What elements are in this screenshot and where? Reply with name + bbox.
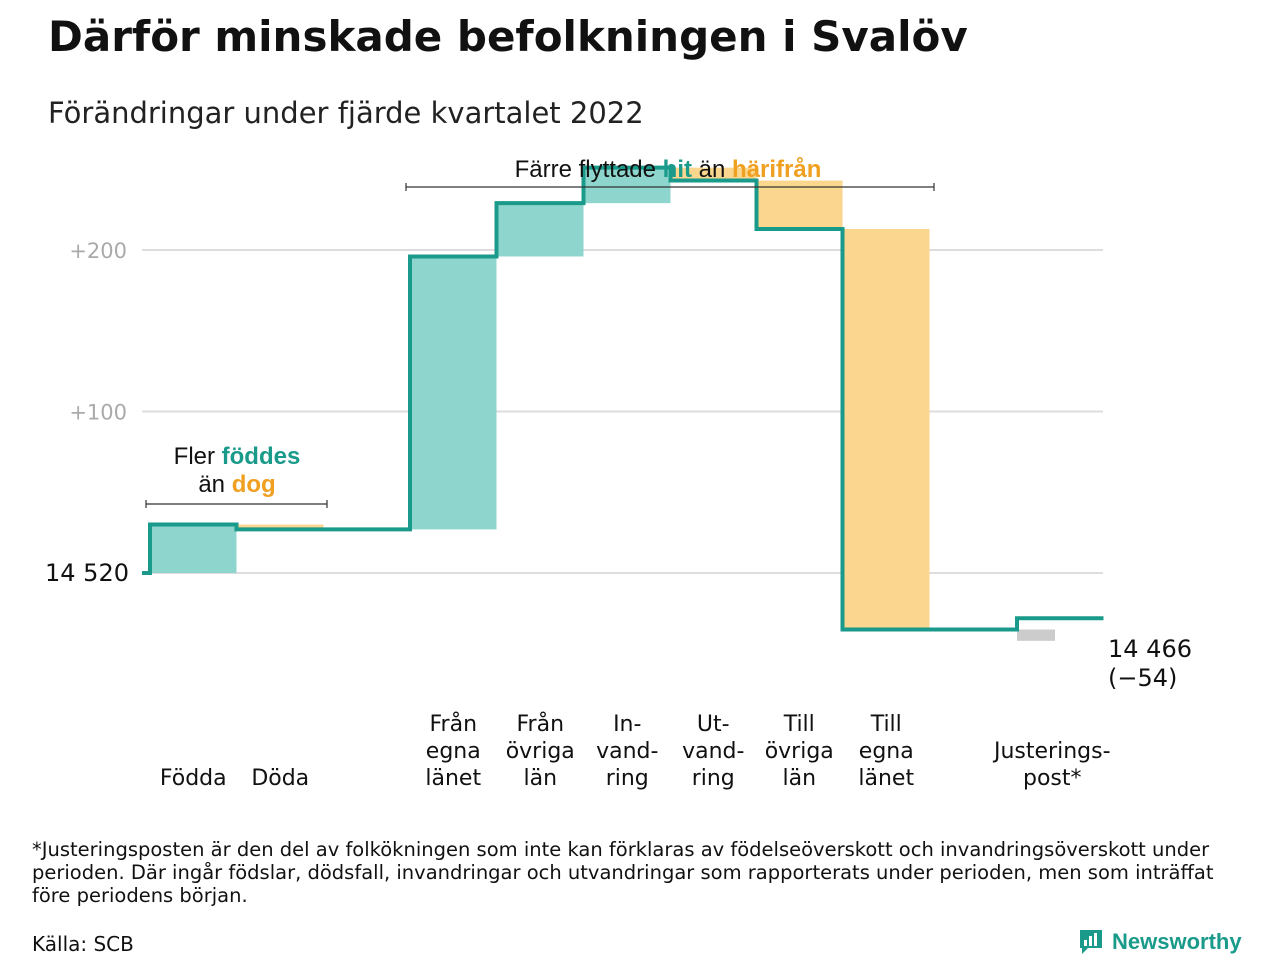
x-category-label: Från [516,711,564,737]
bar-adjustment [1017,629,1055,641]
newsworthy-icon [1080,930,1102,954]
bar-increase [584,167,671,204]
x-category-label: vand- [682,739,744,764]
y-tick-label: +200 [69,239,127,263]
y-tick-label: +100 [69,401,127,425]
x-category-label: Till [783,712,815,737]
x-category-label: övriga [506,739,575,764]
x-category-label: Födda [160,766,227,791]
footnote: *Justeringsposten är den del av folkökni… [32,838,1214,907]
x-category-label: Ut- [697,712,730,737]
x-category-label: vand- [596,739,658,764]
cumulative-step-line [142,165,1104,632]
x-category-label: egna [859,739,914,764]
x-category-label: post* [1023,766,1082,791]
bar-increase [497,203,584,257]
moves-annotation: Färre flyttade hit än härifrån [515,156,822,183]
chart-subtitle: Förändringar under fjärde kvartalet 2022 [48,96,644,130]
source-label: Källa: SCB [32,932,134,956]
x-category-label: Justerings- [992,739,1111,764]
brand-logo[interactable]: Newsworthy [1078,928,1242,956]
bar-increase [410,256,497,530]
bar-decrease [670,167,757,181]
brand-name: Newsworthy [1112,929,1242,954]
births-annotation-line2: än dog [198,471,275,498]
bar-decrease [843,229,930,630]
start-value-label: 14 520 [45,559,129,587]
x-category-label: län [523,766,557,791]
x-category-label: ring [692,766,735,791]
x-category-label: egna [426,739,481,764]
end-change-label: (−54) [1108,664,1177,692]
x-category-label: In- [613,712,641,737]
x-category-label: län [782,766,816,791]
bar-increase [150,524,237,573]
bar-decrease [756,180,843,230]
x-category-label: Döda [251,766,309,791]
x-category-label: länet [425,766,481,791]
births-annotation-line1: Fler föddes [174,443,301,470]
x-category-label: Till [870,712,902,737]
end-value-label: 14 466 [1108,635,1192,663]
chart-title: Därför minskade befolkningen i Svalöv [48,12,968,61]
x-category-label: övriga [765,739,834,764]
x-category-label: Från [429,711,477,737]
x-category-label: ring [606,766,649,791]
bar-decrease [237,524,324,530]
x-category-label: länet [858,766,914,791]
